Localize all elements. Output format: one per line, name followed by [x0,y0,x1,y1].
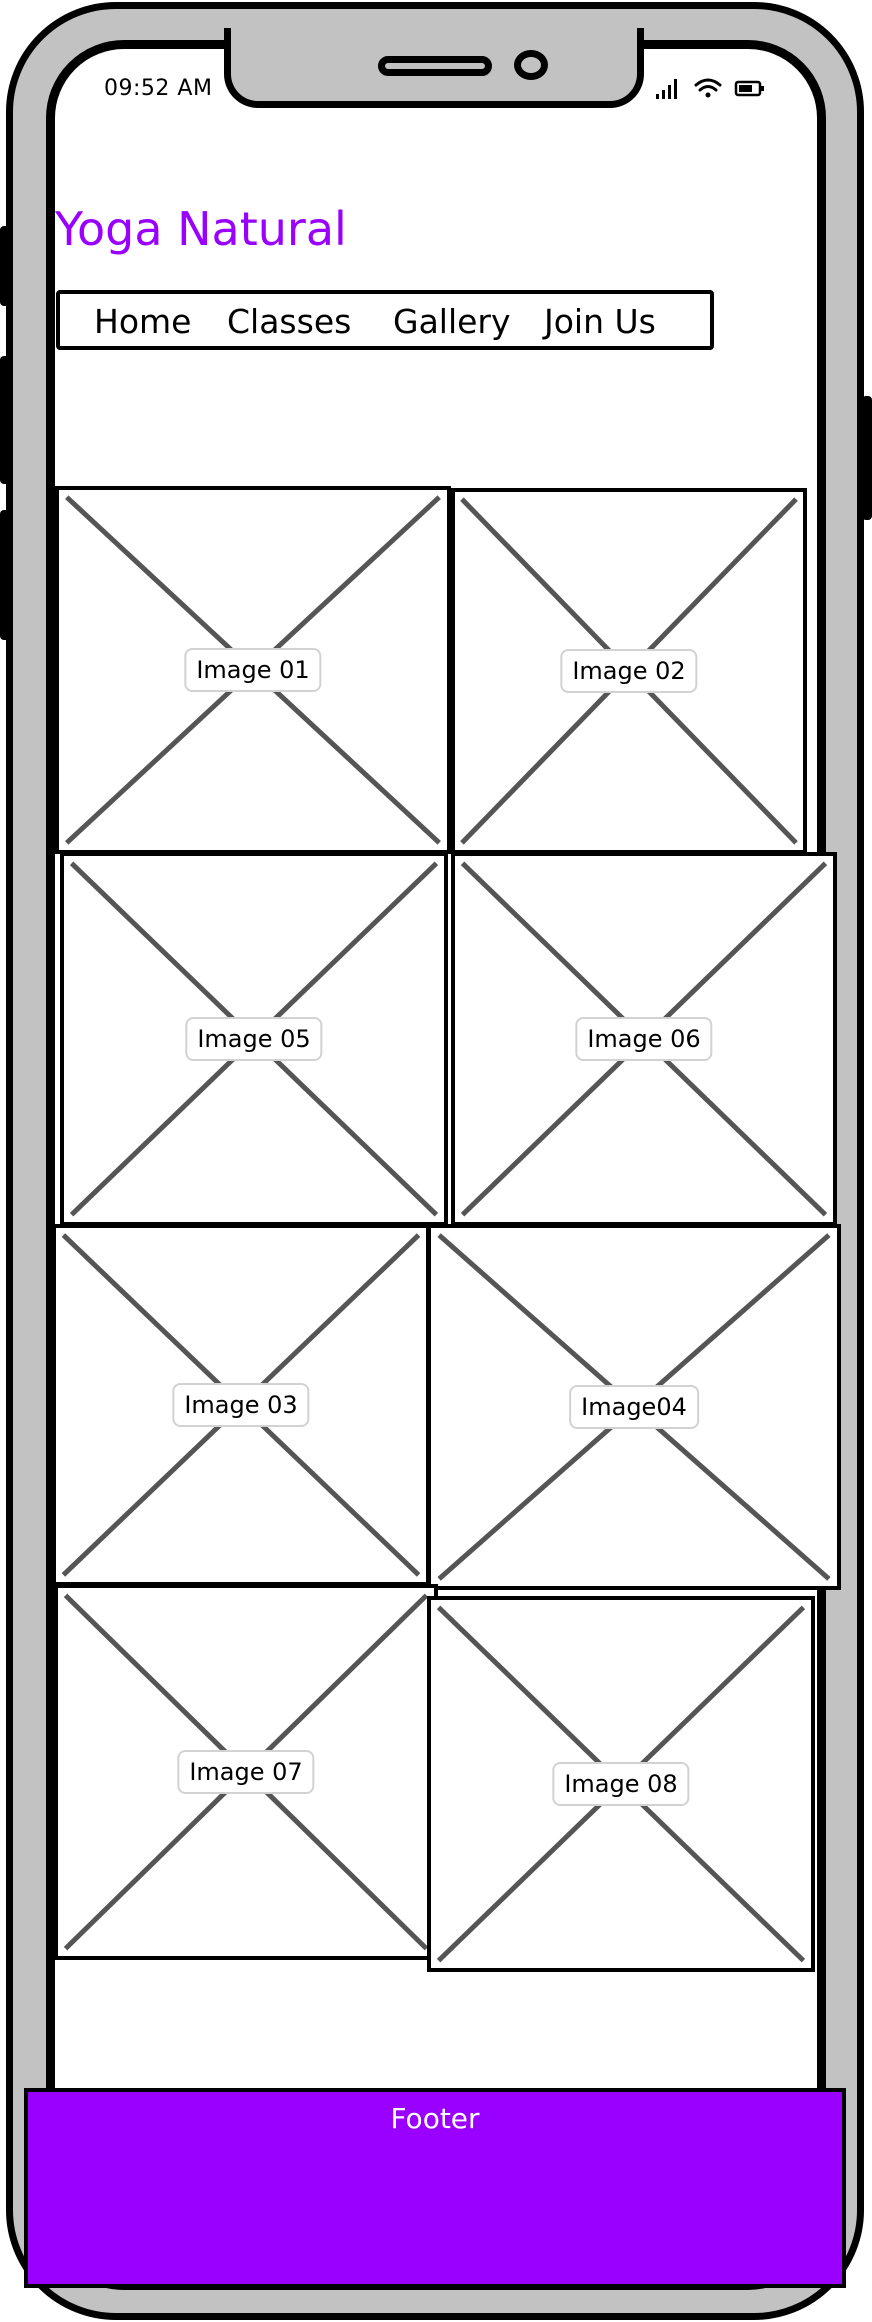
image-label: Image 06 [575,1017,713,1061]
footer: Footer [24,2088,846,2288]
phone-side-button [862,396,872,520]
image-label: Image 03 [172,1383,310,1427]
image-placeholder[interactable]: Image 01 [55,486,451,854]
nav-item-home[interactable]: Home [94,302,192,341]
image-placeholder[interactable]: Image 05 [60,852,448,1226]
image-placeholder[interactable]: Image 03 [52,1224,430,1586]
image-placeholder[interactable]: Image 08 [427,1596,815,1972]
phone-side-button [0,510,10,640]
image-label: Image 02 [560,649,698,693]
wifi-icon [694,78,722,98]
main-nav: Home Classes Gallery Join Us [56,290,714,350]
nav-item-join-us[interactable]: Join Us [544,302,656,341]
image-label: Image 05 [185,1017,323,1061]
status-icons [656,78,764,99]
nav-item-classes[interactable]: Classes [227,302,352,341]
image-placeholder[interactable]: Image 02 [451,488,807,854]
image-placeholder[interactable]: Image 07 [54,1584,438,1960]
speaker-icon [378,56,492,76]
status-time: 09:52 AM [104,76,213,101]
signal-icon [656,79,677,99]
image-placeholder[interactable]: Image 06 [451,852,837,1226]
brand-title[interactable]: Yoga Natural [55,202,347,256]
image-label: Image 08 [552,1762,690,1806]
image-placeholder[interactable]: Image04 [427,1224,841,1590]
image-label: Image 01 [184,648,322,692]
image-label: Image 07 [177,1750,315,1794]
image-label: Image04 [569,1385,699,1429]
battery-icon [734,80,764,97]
phone-side-button [0,356,10,484]
footer-label: Footer [390,2102,480,2135]
nav-item-gallery[interactable]: Gallery [393,302,511,341]
phone-side-button [0,226,10,306]
camera-icon [514,50,548,80]
